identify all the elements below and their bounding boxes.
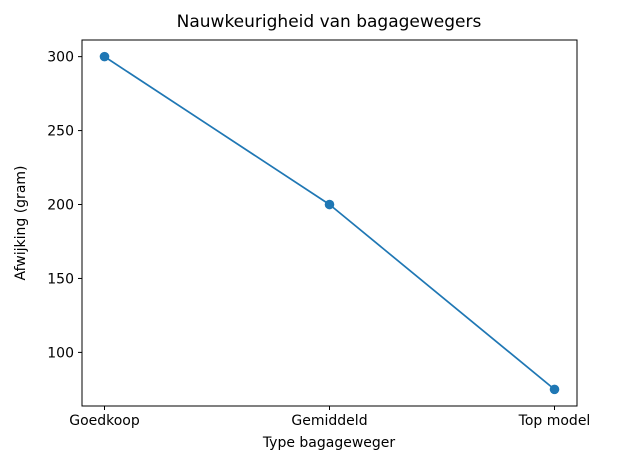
- y-tick-label: 100: [47, 345, 74, 361]
- plot-area-border: [81, 39, 578, 407]
- x-tick-label: Gemiddeld: [291, 413, 367, 429]
- x-tick-label: Top model: [518, 413, 591, 429]
- y-tick-label: 250: [47, 124, 74, 140]
- x-axis-label: Type bagageweger: [262, 435, 396, 451]
- x-axis-ticks: Goedkoop Gemiddeld Top model: [69, 406, 590, 429]
- y-tick-label: 200: [47, 198, 74, 214]
- y-axis-ticks: 100 150 200 250 300: [47, 50, 82, 361]
- data-point: [324, 199, 335, 210]
- series-line: [103, 55, 556, 391]
- data-point: [549, 384, 560, 395]
- x-tick-label: Goedkoop: [69, 413, 140, 429]
- y-tick-label: 300: [47, 50, 74, 66]
- chart-title: Nauwkeurigheid van bagagewegers: [177, 12, 482, 32]
- data-point: [99, 51, 110, 62]
- data-series: [99, 51, 560, 395]
- y-tick-label: 150: [47, 271, 74, 287]
- y-axis-label: Afwijking (gram): [13, 166, 29, 281]
